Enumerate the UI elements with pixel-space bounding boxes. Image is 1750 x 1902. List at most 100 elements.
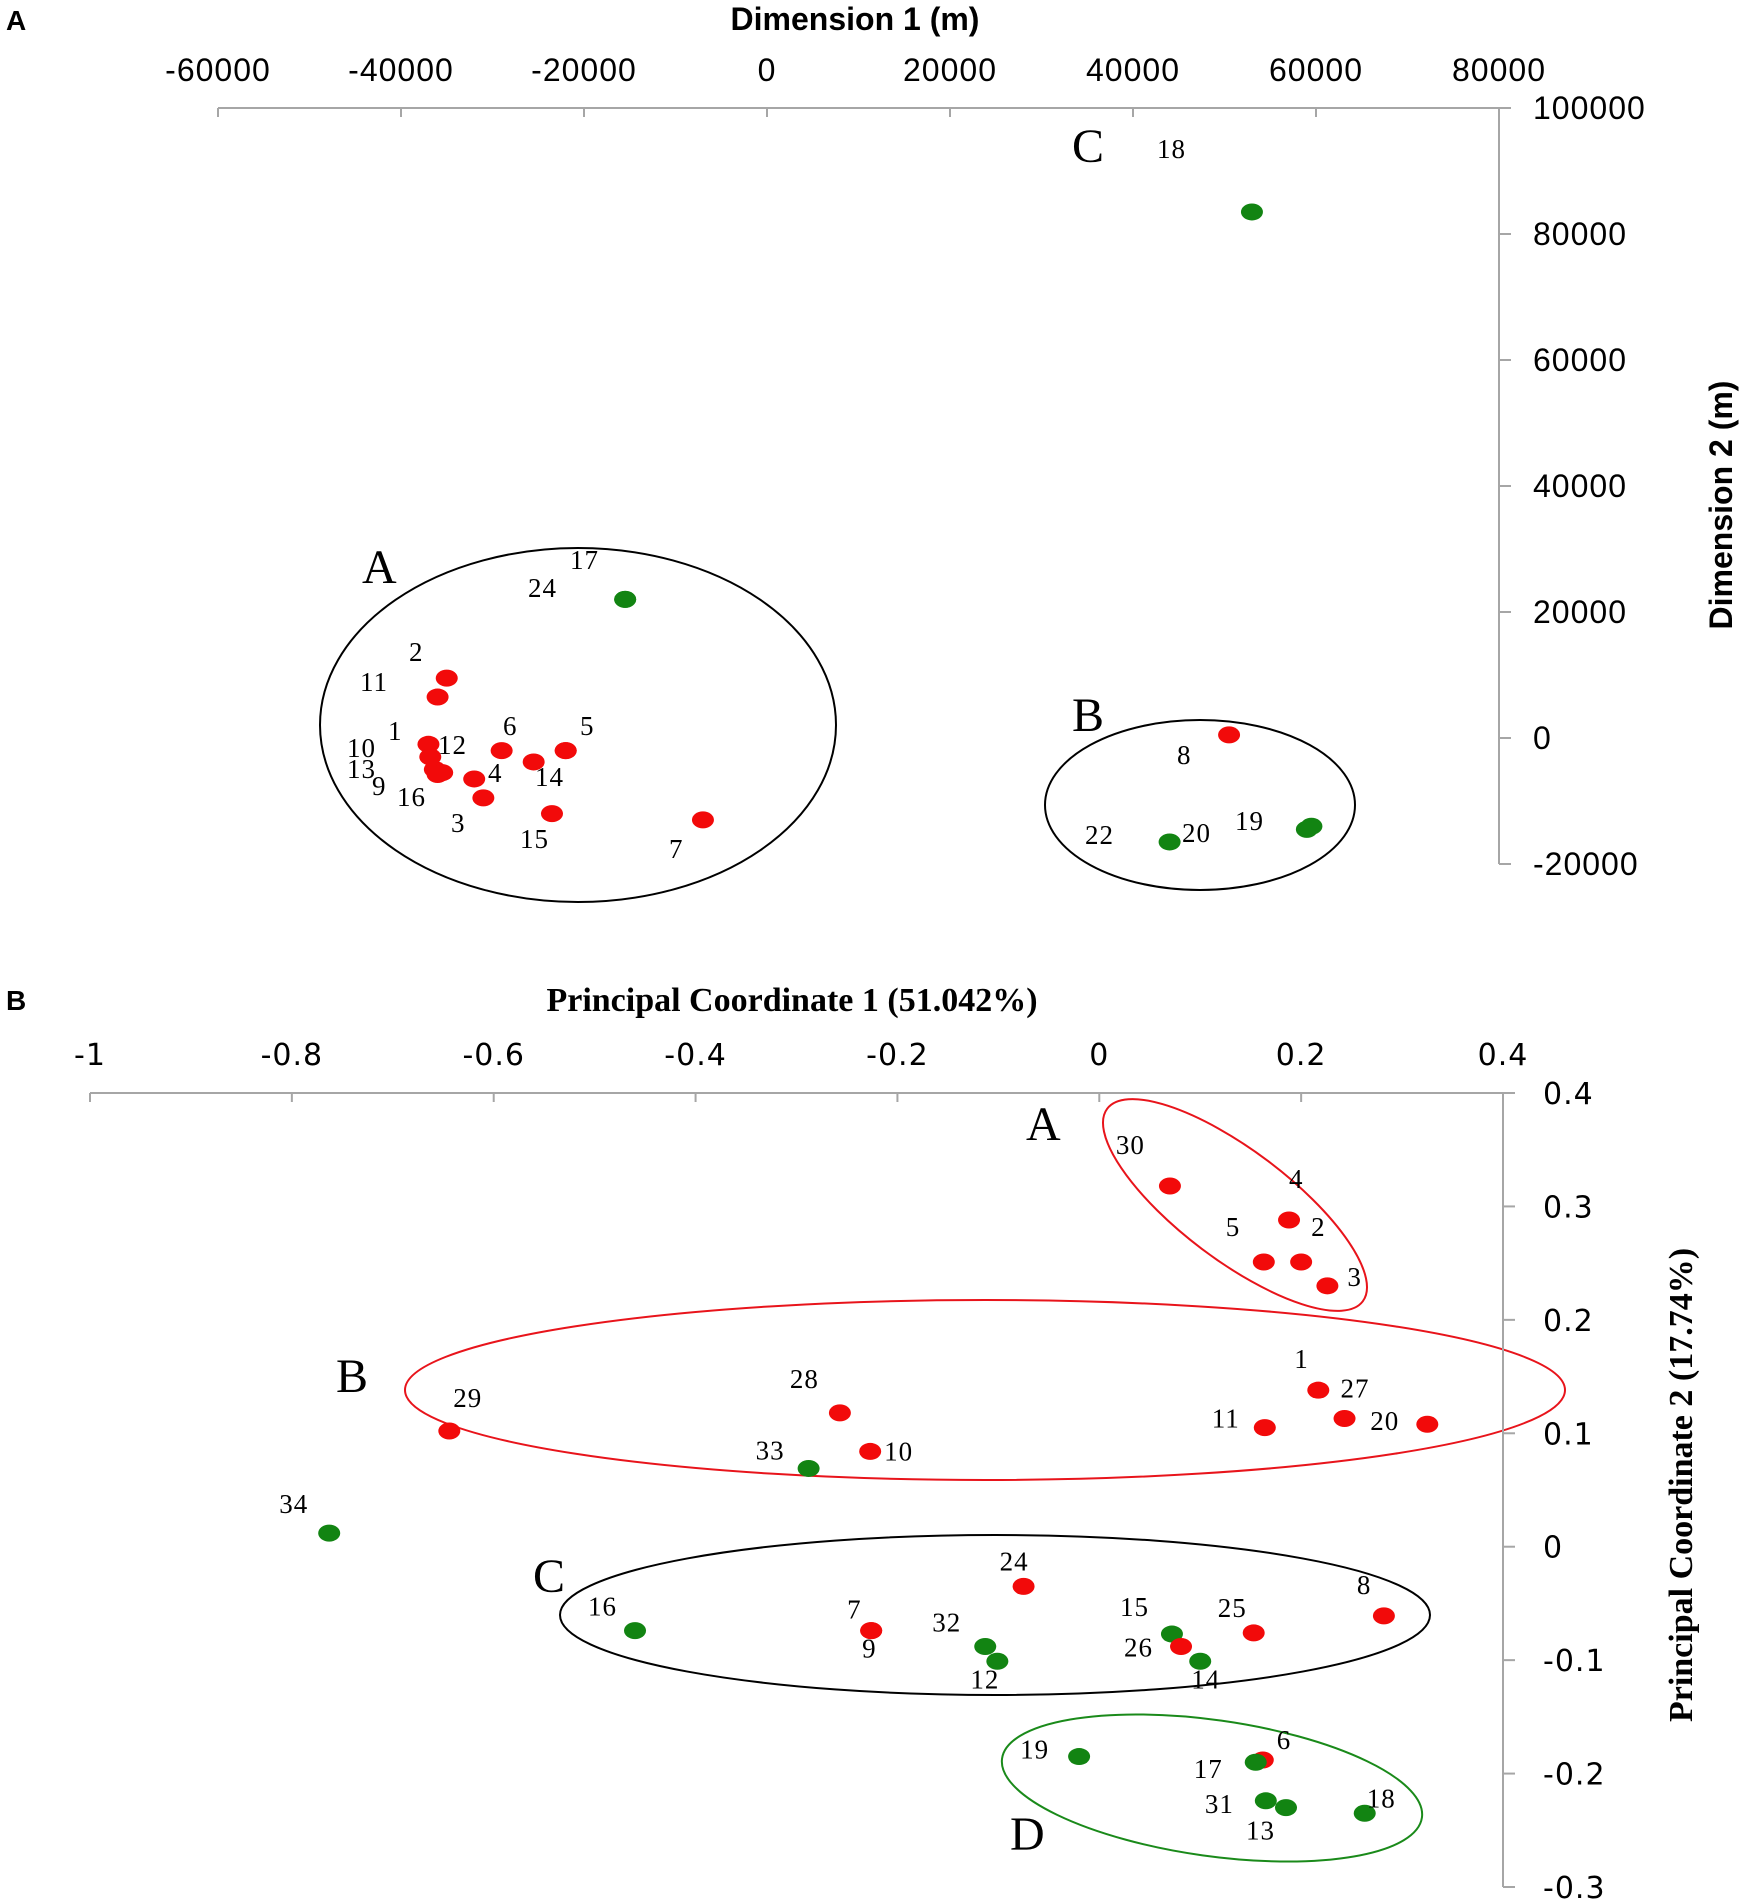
panel-a-point-5 <box>554 742 577 760</box>
panel-b-point-label-15: 15 <box>1120 1592 1149 1622</box>
panel-b-point-label-34: 34 <box>279 1489 308 1519</box>
panel-b-point-5 <box>1252 1253 1275 1271</box>
panel-a-point-label-13: 13 <box>347 754 376 784</box>
panel-a-group-label-b: B <box>1072 689 1104 742</box>
panel-a-point-label-9: 9 <box>372 771 387 801</box>
panel-a-x-tick-label: -20000 <box>531 52 637 88</box>
panel-a-y-tick-label: 0 <box>1533 720 1552 756</box>
panel-a-point-label-15: 15 <box>520 824 549 854</box>
panel-a-x-tick-label: -40000 <box>348 52 454 88</box>
panel-a-point-label-7: 7 <box>669 834 684 864</box>
panel-a-point-label-3: 3 <box>451 808 466 838</box>
panel-a-y-tick-label: 40000 <box>1533 468 1627 504</box>
panel-b-point-18 <box>1353 1804 1376 1822</box>
panel-b-point-label-4: 4 <box>1289 1164 1304 1194</box>
panel-a-group-a-ellipse <box>319 547 837 903</box>
panel-b-group-label-d: D <box>1010 1808 1045 1861</box>
panel-b-y-tick-label: 0.4 <box>1543 1077 1594 1112</box>
panel-b-y-tick-label: 0.2 <box>1543 1304 1594 1339</box>
panel-b-point-label-20: 20 <box>1370 1406 1399 1436</box>
panel-b-x-tick-label: -1 <box>74 1038 106 1073</box>
panel-a-x-tick-label: 40000 <box>1086 52 1180 88</box>
panel-b-point-11 <box>1253 1419 1276 1437</box>
panel-a-y-tick-label: 60000 <box>1533 342 1627 378</box>
panel-b-group-label-a: A <box>1026 1098 1061 1151</box>
panel-b-point-label-28: 28 <box>790 1364 819 1394</box>
panel-b-point-label-8: 8 <box>1357 1570 1372 1600</box>
panel-b-point-label-14: 14 <box>1191 1664 1220 1694</box>
panel-b-point-13 <box>1275 1799 1298 1817</box>
panel-b-point-label-27: 27 <box>1341 1374 1370 1404</box>
panel-a-point-12 <box>463 770 486 788</box>
panel-b-group-b-ellipse <box>404 1299 1566 1481</box>
panel-a-y-axis-title: Dimension 2 (m) <box>1703 381 1739 630</box>
panel-a-point-label-6: 6 <box>503 711 518 741</box>
panel-b-y-tick-label: -0.2 <box>1543 1758 1606 1793</box>
panel-a-point-label-12: 12 <box>438 730 467 760</box>
panel-a-point-label-16: 16 <box>397 782 426 812</box>
panel-a-point-label-2: 2 <box>409 637 424 667</box>
panel-b-point-9 <box>860 1622 883 1640</box>
panel-a-point-6 <box>522 753 545 771</box>
panel-b-point-label-7: 7 <box>847 1595 862 1625</box>
panel-b-point-label-16: 16 <box>588 1592 617 1622</box>
panel-a-point-16 <box>426 766 449 784</box>
panel-b-point-label-18: 18 <box>1367 1783 1396 1813</box>
panel-a-point-label-10: 10 <box>347 733 376 763</box>
panel-a-point-4 <box>490 742 513 760</box>
panel-b-y-tick-label: -0.3 <box>1543 1871 1606 1902</box>
panel-a-point-8 <box>1218 726 1241 744</box>
panel-a-y-tick-label: 80000 <box>1533 216 1627 252</box>
panel-letter-a: A <box>6 5 26 36</box>
panel-b-point-label-19: 19 <box>1020 1735 1049 1765</box>
panel-b-point-label-11: 11 <box>1212 1404 1240 1434</box>
panel-b-y-axis-title: Principal Coordinate 2 (17.74%) <box>1663 1248 1700 1722</box>
panel-b-point-label-9: 9 <box>862 1634 877 1664</box>
panel-b-point-label-5: 5 <box>1226 1212 1241 1242</box>
panel-a-group-label-c: C <box>1072 120 1104 173</box>
panel-b-point-4 <box>1278 1211 1301 1229</box>
panel-b-point-label-3: 3 <box>1347 1262 1362 1292</box>
panel-a-y-tick-label: 100000 <box>1533 90 1646 126</box>
panel-b-point-29 <box>438 1422 461 1440</box>
panel-letter-b: B <box>6 985 26 1016</box>
points-layer <box>318 203 1439 1822</box>
panel-a-group-label-a: A <box>362 541 397 594</box>
panel-a-y-tick-label: 20000 <box>1533 594 1627 630</box>
panel-b-point-label-30: 30 <box>1116 1130 1145 1160</box>
panel-b-point-24 <box>1012 1577 1035 1595</box>
panel-a-x-tick-label: 60000 <box>1269 52 1363 88</box>
panel-b-point-17 <box>1244 1753 1267 1771</box>
panel-b-x-tick-label: -0.6 <box>462 1038 525 1073</box>
axes-layer: -60000 -40000 -20000 0 20000 40000 60000 800001… <box>74 52 1646 1902</box>
panel-b-group-c-ellipse <box>559 1534 1431 1696</box>
panel-a-point-label-17: 17 <box>570 545 599 575</box>
panel-a-point-label-24: 24 <box>528 573 557 603</box>
panel-a-point-22 <box>1158 833 1181 851</box>
panel-b-point-label-25: 25 <box>1218 1593 1247 1623</box>
panel-b-point-label-29: 29 <box>453 1383 482 1413</box>
panel-a-point-1 <box>417 735 440 753</box>
panel-a-x-tick-label: 0 <box>758 52 777 88</box>
panel-a-point-7 <box>691 811 714 829</box>
panel-a-point-label-4: 4 <box>488 758 503 788</box>
panel-a-group-b-ellipse <box>1044 719 1356 891</box>
panel-b-group-label-c: C <box>533 1550 565 1603</box>
panel-b-point-3 <box>1316 1277 1339 1295</box>
panel-a-point-2 <box>435 669 458 687</box>
panel-b-point-8 <box>1372 1607 1395 1625</box>
panel-b-y-tick-label: 0.3 <box>1543 1190 1594 1225</box>
panel-a-point-11 <box>426 688 449 706</box>
panel-b-point-32 <box>974 1638 997 1656</box>
panel-a-point-label-20: 20 <box>1182 818 1211 848</box>
panel-a-point-label-14: 14 <box>535 762 564 792</box>
panel-a-point-label-8: 8 <box>1177 740 1192 770</box>
panel-b-point-label-6: 6 <box>1277 1725 1292 1755</box>
panel-a-point-3 <box>472 789 495 807</box>
panel-a-point-label-5: 5 <box>580 711 595 741</box>
panel-b-y-tick-label: -0.1 <box>1543 1644 1606 1679</box>
panel-b-point-label-32: 32 <box>932 1608 961 1638</box>
panel-b-point-label-26: 26 <box>1124 1633 1153 1663</box>
